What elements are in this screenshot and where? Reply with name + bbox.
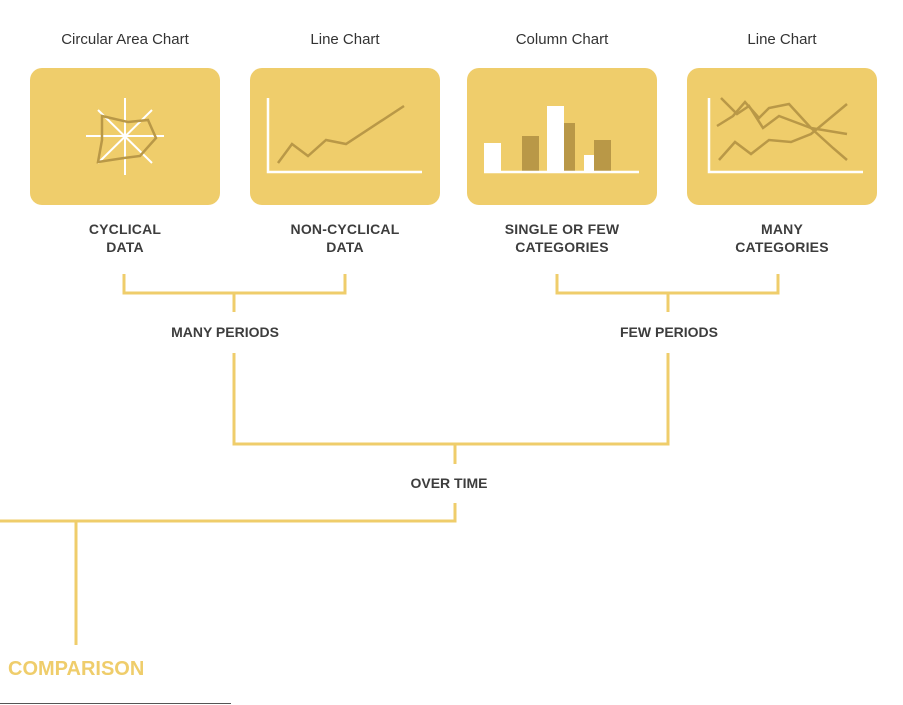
card-title-circular-area-chart: Circular Area Chart [61, 31, 189, 48]
card-label-single-few-categories: SINGLE OR FEW CATEGORIES [504, 221, 620, 255]
card-label-non-cyclical: NON-CYCLICAL DATA [290, 221, 400, 255]
node-over-time: OVER TIME [410, 475, 488, 491]
card-title-line-chart: Line Chart [310, 31, 380, 48]
radar-chart-icon [86, 98, 164, 175]
card-line-chart [250, 68, 440, 205]
card-label-many-categories: MANY CATEGORIES [735, 221, 829, 255]
card-title-line-chart-many: Line Chart [747, 31, 817, 48]
card-label-cyclical: CYCLICAL DATA [88, 221, 162, 255]
card-column-chart [467, 68, 657, 205]
multi-line-chart-icon [707, 97, 863, 174]
node-comparison-root: COMPARISON [8, 658, 145, 680]
column-chart-icon [484, 106, 639, 174]
line-chart-icon [266, 98, 422, 174]
node-many-periods: MANY PERIODS [171, 324, 279, 340]
node-few-periods: FEW PERIODS [619, 324, 718, 340]
card-multi-line-chart [687, 68, 877, 205]
card-title-column-chart: Column Chart [515, 31, 609, 48]
card-circular-area-chart [30, 68, 220, 205]
bottom-divider [0, 703, 231, 704]
